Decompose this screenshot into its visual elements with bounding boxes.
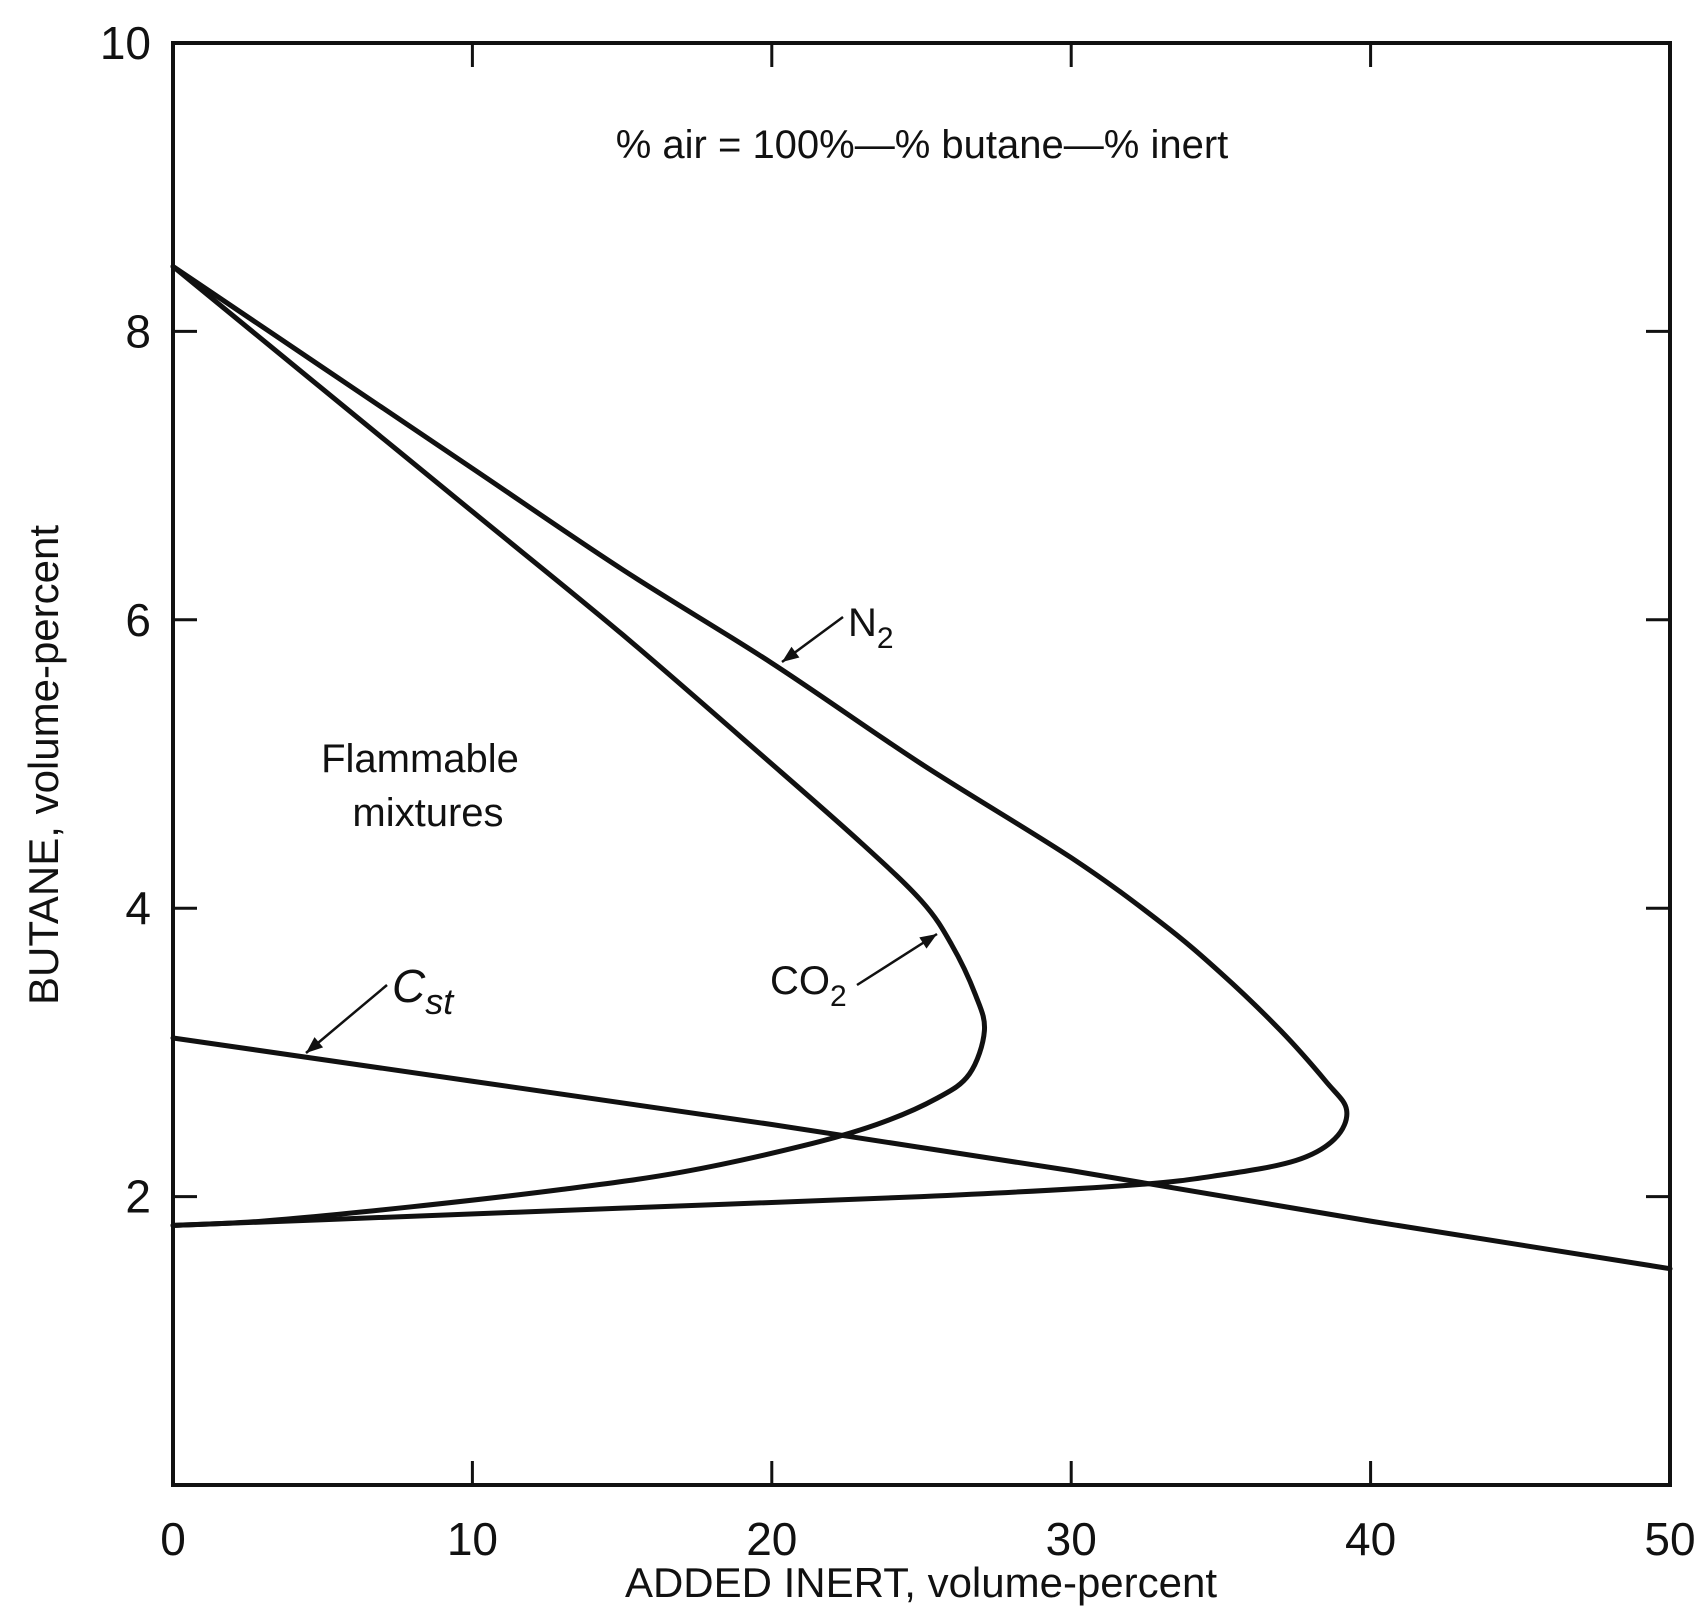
region-label-line2: mixtures [352,791,503,835]
region-label-line1: Flammable [321,737,519,781]
curves [170,264,1673,1272]
leader-line [305,984,388,1054]
y-tick-label: 4 [125,882,151,934]
y-tick-label: 2 [125,1171,151,1223]
series-label-text: Cst [392,960,455,1022]
series-labels: N2 CO2 Cst [305,601,938,1054]
curve-cst [170,1035,1673,1272]
y-tick-label: 8 [125,305,151,357]
plot-frame [171,41,1672,1487]
y-tick-label: 6 [125,594,151,646]
formula-annotation: % air = 100%—% butane—% inert [616,123,1229,167]
series-label-text: N2 [848,601,894,655]
x-tick-label: 20 [746,1513,797,1565]
x-tick-label: 50 [1644,1513,1695,1565]
x-tick-label: 0 [160,1513,186,1565]
series-label-n2: N2 [781,601,894,664]
series-label-text: CO2 [770,959,847,1013]
x-tick-label: 40 [1345,1513,1396,1565]
arrowhead-icon [306,1037,324,1053]
x-tick-label: 30 [1046,1513,1097,1565]
x-axis-label: ADDED INERT, volume-percent [625,1559,1217,1606]
axis-ticks [173,43,1670,1485]
arrowhead-icon [919,934,937,949]
series-label-cst: Cst [305,960,455,1054]
x-tick-label: 10 [447,1513,498,1565]
curve-co2 [170,264,988,1228]
series-label-co2: CO2 [770,932,938,1013]
axis-tick-labels: 0 10 20 30 40 50 2 4 6 8 10 [100,17,1696,1565]
y-axis-label: BUTANE, volume-percent [20,525,67,1005]
arrowhead-icon [782,646,800,662]
curve-n2 [170,264,1350,1228]
y-tick-label: 10 [100,17,151,69]
